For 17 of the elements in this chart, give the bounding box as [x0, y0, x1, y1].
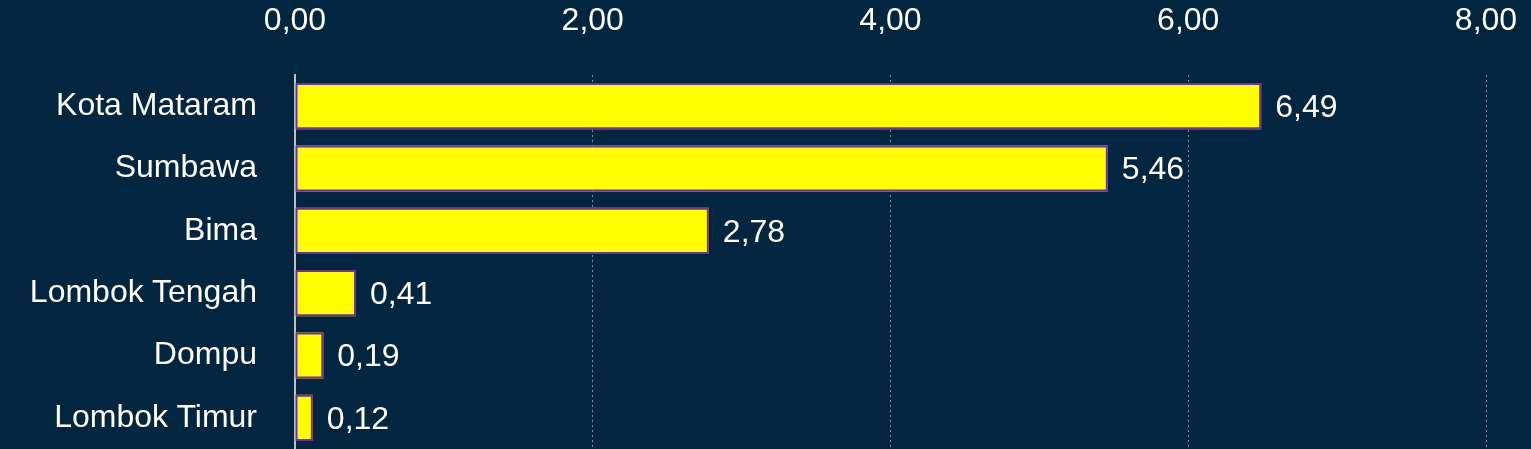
y-tick-label: Lombok Timur — [54, 397, 258, 434]
data-label: 0,41 — [370, 274, 433, 311]
data-label: 2,78 — [722, 212, 786, 249]
data-label: 0,12 — [326, 399, 390, 436]
y-tick-label: Sumbawa — [114, 148, 258, 185]
y-tick-label: Kota Mataram — [56, 85, 257, 122]
data-label: 0,19 — [337, 337, 400, 374]
x-tick-label: 6,00 — [1157, 0, 1220, 37]
x-tick-label: 4,00 — [859, 0, 922, 37]
x-tick-label: 0,00 — [263, 0, 327, 37]
x-tick-label: 2,00 — [561, 0, 624, 37]
data-label: 5,46 — [1121, 150, 1185, 187]
y-tick-label: Lombok Tengah — [29, 272, 257, 309]
y-tick-label: Bima — [184, 210, 258, 247]
data-label: 6,49 — [1275, 87, 1338, 124]
x-tick-label: 8,00 — [1454, 0, 1518, 37]
y-tick-label: Dompu — [153, 335, 257, 372]
